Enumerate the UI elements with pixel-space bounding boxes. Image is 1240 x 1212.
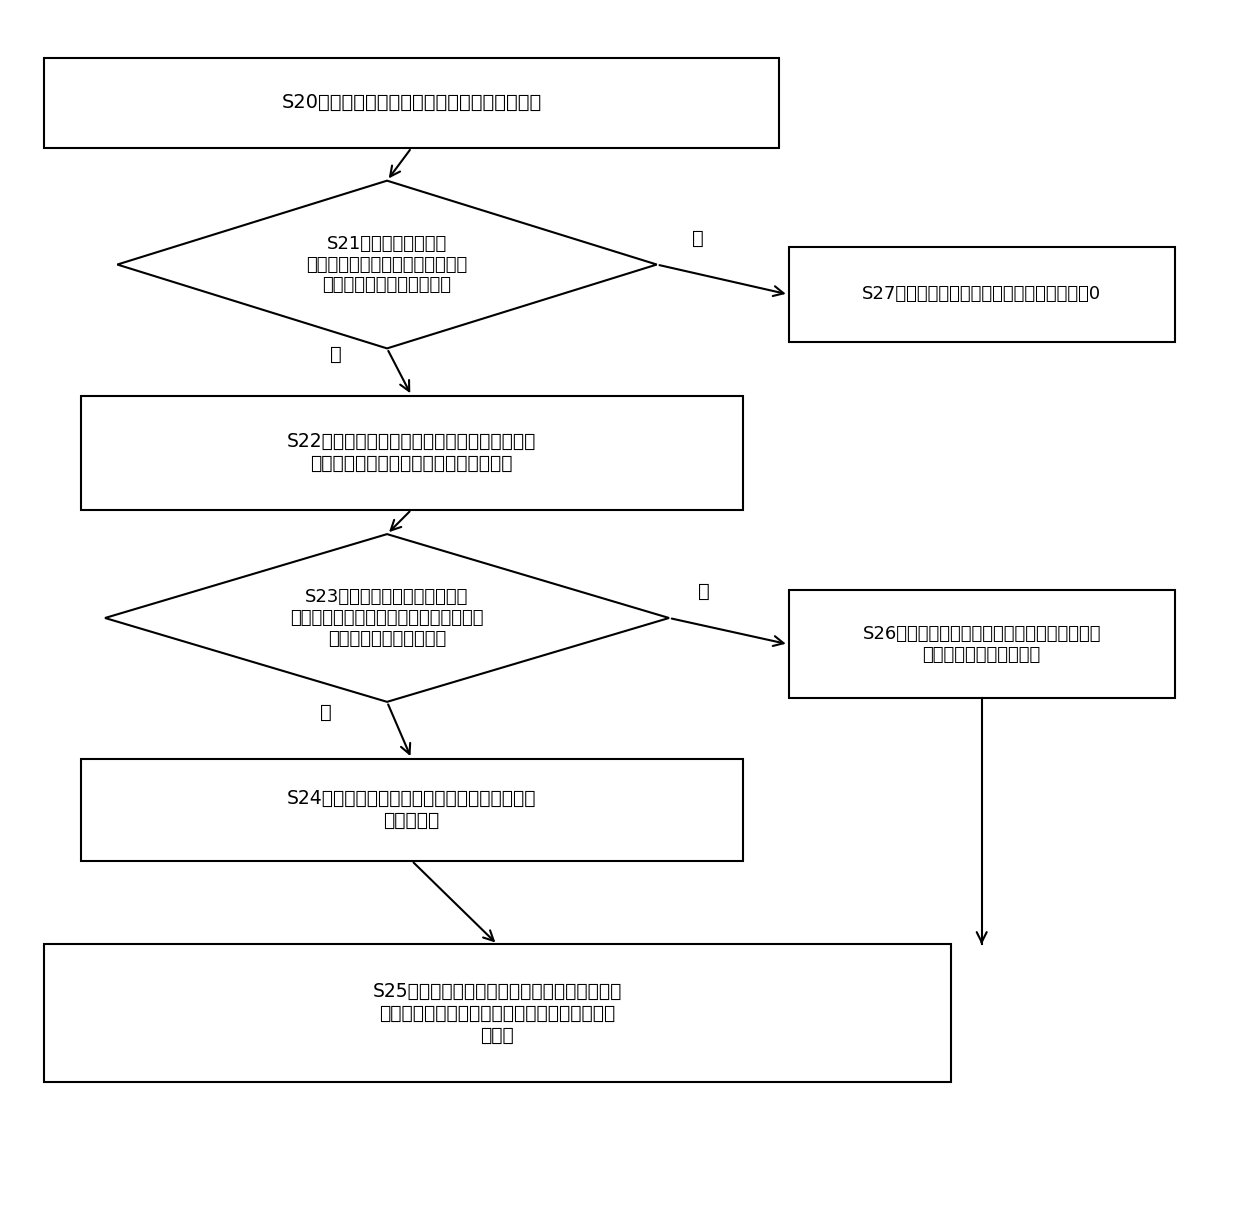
Text: 否: 否 — [320, 703, 331, 722]
FancyBboxPatch shape — [43, 58, 780, 148]
FancyBboxPatch shape — [81, 759, 743, 861]
FancyBboxPatch shape — [43, 944, 951, 1082]
FancyBboxPatch shape — [789, 246, 1174, 343]
Text: 是: 是 — [698, 582, 711, 601]
Text: 是: 是 — [692, 229, 704, 247]
Text: S25、控制所述换挡电动机在所述角度控制电压
下运转，使得所述选换挡轴的角度趋近于所述目
标角度: S25、控制所述换挡电动机在所述角度控制电压 下运转，使得所述选换挡轴的角度趋近… — [373, 982, 622, 1045]
Text: 否: 否 — [330, 344, 341, 364]
FancyBboxPatch shape — [81, 396, 743, 509]
Text: S22、根据所述目标角度和所述当前时刻的实际
角度获取所述换挡电动机的角度预定电压: S22、根据所述目标角度和所述当前时刻的实际 角度获取所述换挡电动机的角度预定电… — [286, 433, 536, 473]
Polygon shape — [118, 181, 657, 348]
Text: S26、将所述当前时刻的角度预定电压作为所述
当前时刻的角度控制电压: S26、将所述当前时刻的角度预定电压作为所述 当前时刻的角度控制电压 — [863, 625, 1101, 664]
Text: S27、将所述换挡电动机的位置控制电压设为0: S27、将所述换挡电动机的位置控制电压设为0 — [862, 286, 1101, 303]
Text: S23、判断所述当前时刻的实际
角度与前一获取时刻的实际角度的角度差
值是否满足角度差值阈值: S23、判断所述当前时刻的实际 角度与前一获取时刻的实际角度的角度差 值是否满足… — [290, 588, 484, 647]
Text: S20、获取所述选换挡轴的当前时刻的实际角度: S20、获取所述选换挡轴的当前时刻的实际角度 — [281, 93, 542, 113]
FancyBboxPatch shape — [789, 590, 1174, 698]
Text: S21、判断所述当前时
刻的实际角度与预获取的目标角度
的角度差是否满足角度阈值: S21、判断所述当前时 刻的实际角度与预获取的目标角度 的角度差是否满足角度阈值 — [306, 235, 467, 295]
Polygon shape — [105, 534, 670, 702]
Text: S24、调整所述角度预定电压得到当前时刻的角
度控制电压: S24、调整所述角度预定电压得到当前时刻的角 度控制电压 — [286, 789, 537, 830]
